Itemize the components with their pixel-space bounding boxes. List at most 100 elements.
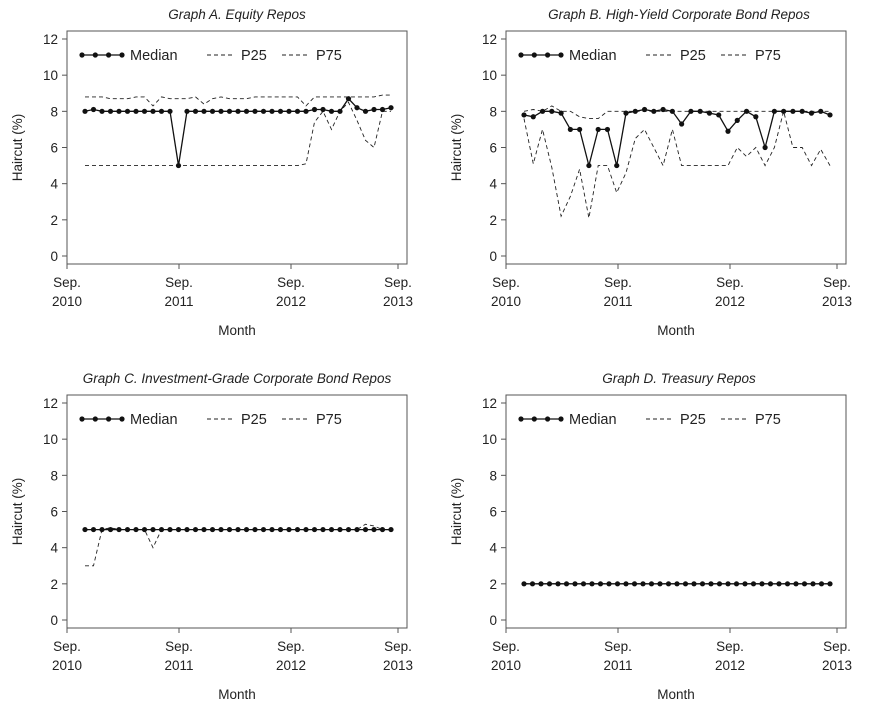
data-point-median (725, 581, 731, 587)
plot-area-frame (505, 394, 847, 629)
x-axis-label: Month (657, 687, 695, 701)
legend-marker-median (518, 416, 524, 422)
data-point-median (303, 108, 309, 114)
y-tick-label: 2 (50, 577, 58, 592)
x-tick-label-year: 2011 (603, 294, 632, 309)
x-tick-label-month: Sep. (823, 639, 851, 654)
data-point-median (595, 126, 601, 133)
data-point-median (781, 108, 787, 114)
y-tick-label: 4 (489, 177, 497, 192)
data-point-median (521, 112, 527, 118)
y-tick-label: 12 (43, 32, 58, 47)
y-tick-label: 10 (482, 432, 497, 447)
data-point-median (107, 526, 114, 533)
legend-marker-median (106, 416, 112, 422)
data-point-median (759, 581, 765, 587)
y-tick-label: 10 (482, 68, 497, 83)
data-point-median (521, 581, 527, 587)
legend: Median P25 P75 (79, 412, 342, 428)
legend-marker-median (92, 416, 98, 422)
x-tick-label-year: 2013 (383, 294, 413, 309)
chart-panel-4: Graph D. Treasury Repos 0 2 4 6 8 10 12 Haircut … (449, 371, 852, 701)
data-point-median (799, 108, 805, 114)
data-point-median (669, 108, 675, 114)
data-point-median (538, 581, 544, 587)
data-point-median (218, 526, 224, 533)
legend-label-p75: P75 (755, 48, 781, 64)
data-point-median (614, 162, 620, 169)
series-line-p25 (523, 111, 831, 219)
data-point-median (286, 526, 292, 533)
y-tick-label: 12 (482, 32, 497, 47)
data-point-median (558, 110, 564, 116)
x-tick-label-month: Sep. (53, 639, 81, 654)
legend-marker-median (545, 416, 551, 422)
data-point-median (277, 526, 284, 533)
data-point-median (243, 526, 250, 533)
data-point-median (623, 581, 629, 587)
data-point-median (90, 526, 97, 533)
y-tick-label: 2 (50, 213, 58, 228)
data-point-median (184, 526, 190, 533)
data-point-median (827, 112, 833, 118)
legend-marker-median (531, 416, 537, 422)
chart-title: Graph C. Investment-Grade Corporate Bond… (83, 371, 392, 386)
data-point-median (226, 526, 233, 533)
data-point-median (549, 108, 555, 114)
data-point-median (580, 581, 587, 587)
data-point-median (716, 581, 723, 587)
data-point-median (345, 526, 352, 533)
y-tick-label: 0 (50, 613, 58, 628)
data-point-median (388, 526, 394, 533)
data-point-median (235, 108, 241, 114)
data-point-median (530, 114, 536, 120)
data-point-median (388, 105, 394, 111)
data-point-median (623, 110, 629, 116)
data-point-median (572, 581, 578, 587)
data-point-median (133, 526, 139, 533)
data-point-median (269, 526, 275, 533)
y-tick-label: 12 (482, 396, 497, 411)
x-tick-label-month: Sep. (716, 275, 744, 290)
x-tick-label-year: 2012 (715, 658, 745, 673)
x-axis-label: Month (218, 323, 256, 338)
legend-marker-median (106, 52, 112, 58)
data-point-median (218, 108, 224, 114)
data-point-median (767, 581, 774, 587)
x-tick-label-year: 2010 (52, 658, 82, 673)
x-tick-label-year: 2012 (276, 658, 306, 673)
data-point-median (175, 162, 182, 169)
data-point-median (379, 526, 386, 533)
data-point-median (82, 526, 88, 533)
data-point-median (277, 108, 284, 114)
y-tick-label: 0 (50, 249, 58, 264)
legend-marker-median (558, 52, 564, 58)
data-point-median (337, 526, 343, 533)
legend-marker-median (92, 52, 98, 58)
data-point-median (743, 108, 750, 114)
data-point-median (82, 108, 88, 114)
data-point-median (688, 108, 694, 114)
data-point-median (631, 581, 638, 587)
y-tick-label: 10 (43, 68, 58, 83)
x-tick-label-month: Sep. (823, 275, 851, 290)
data-point-median (90, 106, 97, 113)
data-point-median (725, 128, 731, 134)
y-tick-label: 8 (50, 468, 58, 483)
data-point-median (691, 581, 697, 587)
data-point-median (597, 581, 604, 587)
chart-panel-1: Graph A. Equity Repos 0 2 4 6 8 10 12 Haircut (%… (10, 7, 413, 338)
x-tick-label-month: Sep. (492, 275, 520, 290)
y-tick-label: 2 (489, 213, 497, 228)
x-tick-label-year: 2013 (822, 658, 852, 673)
data-point-median (269, 108, 275, 114)
data-point-median (640, 581, 646, 587)
data-point-median (311, 526, 318, 533)
y-tick-label: 0 (489, 249, 497, 264)
x-tick-label-month: Sep. (604, 275, 632, 290)
chart-panel-2: Graph B. High-Yield Corporate Bond Repos… (449, 7, 852, 338)
data-point-median (209, 526, 216, 533)
legend-label-p25: P25 (680, 412, 706, 428)
data-point-median (753, 114, 759, 120)
data-point-median (697, 108, 703, 114)
